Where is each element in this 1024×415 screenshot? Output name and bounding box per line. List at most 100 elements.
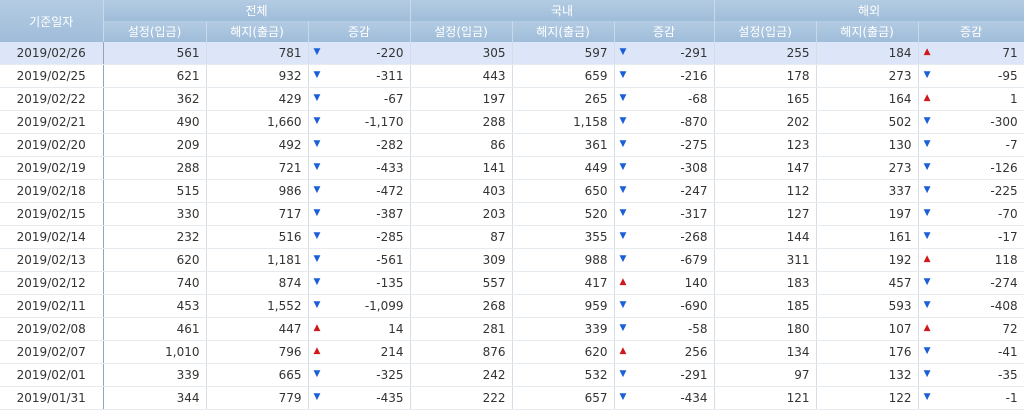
change-cell: ▲ 256: [614, 340, 715, 364]
deposit-cell: 621: [103, 64, 207, 88]
deposit-cell: 203: [410, 202, 513, 226]
withdraw-cell: 361: [512, 133, 615, 157]
change-cell: ▼ -225: [918, 179, 1024, 203]
triangle-down-icon: ▼: [923, 369, 931, 379]
table-row[interactable]: 2019/02/14 232 516 ▼ -285 87 355 ▼ -268 144 161 ▼ -1…: [0, 225, 1024, 249]
withdraw-cell: 516: [206, 225, 309, 249]
withdraw-cell: 184: [816, 42, 919, 65]
withdraw-cell: 107: [816, 317, 919, 341]
table-row[interactable]: 2019/02/11 453 1,552 ▼ -1,099 268 959 ▼ -690 185 5…: [0, 294, 1024, 318]
change-value: -435: [376, 391, 404, 405]
change-cell: ▼ -561: [308, 248, 411, 272]
change-cell: ▼ -291: [614, 363, 715, 387]
change-cell: ▼ -325: [308, 363, 411, 387]
table-row[interactable]: 2019/02/07 1,010 796 ▲ 214 876 620 ▲ 256 134 176 ▼ -…: [0, 340, 1024, 364]
triangle-down-icon: ▼: [923, 70, 931, 80]
triangle-down-icon: ▼: [619, 369, 627, 379]
table-row[interactable]: 2019/02/18 515 986 ▼ -472 403 650 ▼ -247 112 337 ▼ -…: [0, 179, 1024, 203]
table-row[interactable]: 2019/02/25 621 932 ▼ -311 443 659 ▼ -216 178 273 ▼ -…: [0, 64, 1024, 88]
triangle-down-icon: ▼: [923, 139, 931, 149]
triangle-down-icon: ▼: [619, 185, 627, 195]
deposit-cell: 209: [103, 133, 207, 157]
table-row[interactable]: 2019/02/20 209 492 ▼ -282 86 361 ▼ -275 123 130 ▼ -7: [0, 133, 1024, 157]
deposit-cell: 112: [714, 179, 817, 203]
header-total-deposit[interactable]: 설정(입금): [103, 21, 207, 42]
header-total-withdraw[interactable]: 해지(출금): [206, 21, 309, 42]
change-value: -282: [376, 138, 404, 152]
deposit-cell: 443: [410, 64, 513, 88]
deposit-cell: 86: [410, 133, 513, 157]
deposit-cell: 876: [410, 340, 513, 364]
change-value: -41: [997, 345, 1018, 359]
triangle-down-icon: ▼: [619, 47, 627, 57]
date-cell: 2019/02/08: [0, 317, 104, 341]
deposit-cell: 134: [714, 340, 817, 364]
triangle-down-icon: ▼: [923, 231, 931, 241]
header-overseas-withdraw[interactable]: 해지(출금): [816, 21, 919, 42]
triangle-down-icon: ▼: [619, 392, 627, 402]
change-cell: ▲ 14: [308, 317, 411, 341]
change-value: -126: [990, 161, 1018, 175]
deposit-cell: 453: [103, 294, 207, 318]
header-overseas: 해외: [714, 0, 1024, 21]
table-row[interactable]: 2019/01/31 344 779 ▼ -435 222 657 ▼ -434 121 122 ▼ -…: [0, 386, 1024, 410]
change-cell: ▼ -220: [308, 42, 411, 65]
triangle-up-icon: ▲: [923, 323, 931, 333]
header-domestic-deposit[interactable]: 설정(입금): [410, 21, 513, 42]
triangle-up-icon: ▲: [313, 323, 321, 333]
change-value: -308: [680, 161, 708, 175]
change-value: -275: [680, 138, 708, 152]
header-overseas-deposit[interactable]: 설정(입금): [714, 21, 817, 42]
triangle-up-icon: ▲: [923, 47, 931, 57]
change-value: -291: [680, 46, 708, 60]
triangle-down-icon: ▼: [619, 254, 627, 264]
change-cell: ▼ -408: [918, 294, 1024, 318]
deposit-cell: 281: [410, 317, 513, 341]
change-value: 214: [380, 345, 404, 359]
triangle-down-icon: ▼: [313, 277, 321, 287]
date-cell: 2019/02/20: [0, 133, 104, 157]
table-row[interactable]: 2019/02/26 561 781 ▼ -220 305 597 ▼ -291 255 184 ▲ 7…: [0, 42, 1024, 65]
change-cell: ▼ -95: [918, 64, 1024, 88]
deposit-cell: 144: [714, 225, 817, 249]
table-row[interactable]: 2019/02/19 288 721 ▼ -433 141 449 ▼ -308 147 273 ▼ -…: [0, 156, 1024, 180]
change-cell: ▲ 214: [308, 340, 411, 364]
withdraw-cell: 130: [816, 133, 919, 157]
deposit-cell: 147: [714, 156, 817, 180]
header-domestic-withdraw[interactable]: 해지(출금): [512, 21, 615, 42]
deposit-cell: 242: [410, 363, 513, 387]
table-row[interactable]: 2019/02/01 339 665 ▼ -325 242 532 ▼ -291 97 132 ▼ -3…: [0, 363, 1024, 387]
table-row[interactable]: 2019/02/12 740 874 ▼ -135 557 417 ▲ 140 183 457 ▼ -2…: [0, 271, 1024, 295]
triangle-down-icon: ▼: [923, 300, 931, 310]
header-total-change[interactable]: 증감: [308, 21, 411, 42]
change-value: -68: [687, 92, 708, 106]
deposit-cell: 127: [714, 202, 817, 226]
deposit-cell: 330: [103, 202, 207, 226]
change-value: -67: [383, 92, 404, 106]
change-value: -35: [997, 368, 1018, 382]
triangle-up-icon: ▲: [313, 346, 321, 356]
table-row[interactable]: 2019/02/21 490 1,660 ▼ -1,170 288 1,158 ▼ -870 20…: [0, 110, 1024, 134]
table-row[interactable]: 2019/02/13 620 1,181 ▼ -561 309 988 ▼ -679 311 192…: [0, 248, 1024, 272]
withdraw-cell: 492: [206, 133, 309, 157]
withdraw-cell: 355: [512, 225, 615, 249]
table-row[interactable]: 2019/02/15 330 717 ▼ -387 203 520 ▼ -317 127 197 ▼ -…: [0, 202, 1024, 226]
header-date[interactable]: 기준일자: [0, 0, 104, 42]
triangle-down-icon: ▼: [923, 116, 931, 126]
deposit-cell: 180: [714, 317, 817, 341]
change-cell: ▼ -35: [918, 363, 1024, 387]
change-value: -311: [376, 69, 404, 83]
change-value: -433: [376, 161, 404, 175]
change-cell: ▲ 71: [918, 42, 1024, 65]
table-row[interactable]: 2019/02/22 362 429 ▼ -67 197 265 ▼ -68 165 164 ▲ 1: [0, 87, 1024, 111]
deposit-cell: 344: [103, 386, 207, 410]
triangle-down-icon: ▼: [313, 392, 321, 402]
change-cell: ▼ -70: [918, 202, 1024, 226]
table-row[interactable]: 2019/02/08 461 447 ▲ 14 281 339 ▼ -58 180 107 ▲ 72: [0, 317, 1024, 341]
withdraw-cell: 650: [512, 179, 615, 203]
withdraw-cell: 986: [206, 179, 309, 203]
header-domestic-change[interactable]: 증감: [614, 21, 715, 42]
change-value: -1,099: [364, 299, 404, 313]
header-overseas-change[interactable]: 증감: [918, 21, 1024, 42]
withdraw-cell: 164: [816, 87, 919, 111]
